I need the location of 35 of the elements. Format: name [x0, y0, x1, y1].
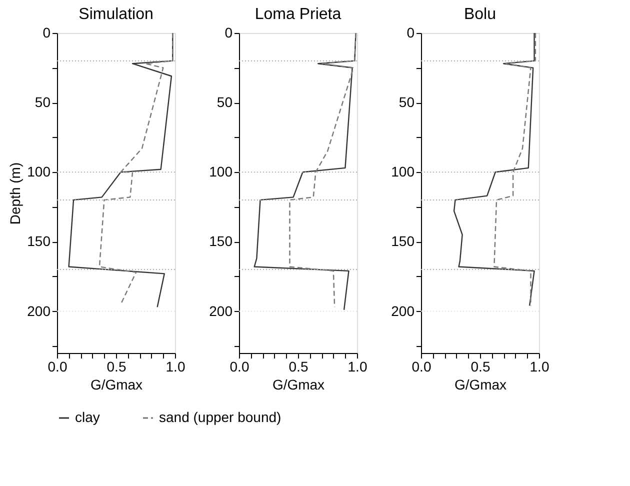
x-axis-title: G/Gmax	[90, 376, 143, 392]
x-tick-label: 1.0	[166, 358, 186, 374]
x-tick-label: 0.0	[412, 358, 432, 374]
y-tick-label: 100	[27, 164, 51, 180]
y-tick-label: 100	[391, 164, 415, 180]
y-tick-label: 50	[216, 94, 233, 110]
x-axis-title: G/Gmax	[272, 376, 325, 392]
line-series	[98, 32, 174, 305]
y-tick-label: 0	[406, 24, 415, 40]
x-tick-label: 0.0	[48, 358, 68, 374]
legend-label: clay	[75, 409, 100, 425]
x-tick-label: 0.0	[230, 358, 250, 374]
chart-title: Simulation	[78, 6, 154, 23]
y-tick-label: 0	[224, 24, 233, 40]
x-tick-label: 0.5	[470, 358, 490, 374]
y-axis-title: Depth (m)	[7, 162, 24, 225]
y-tick-label: 50	[34, 94, 51, 110]
line-series	[453, 32, 535, 306]
y-tick-label: 200	[209, 302, 233, 319]
x-tick-label: 0.5	[106, 358, 126, 374]
x-axis-title: G/Gmax	[454, 376, 507, 392]
x-tick-label: 1.0	[530, 358, 550, 374]
chart-title: Loma Prieta	[254, 6, 342, 23]
x-tick-label: 0.5	[288, 358, 308, 374]
y-tick-label: 0	[42, 24, 51, 40]
y-tick-label: 50	[398, 94, 415, 110]
chart-title: Bolu	[464, 6, 496, 23]
y-tick-label: 150	[391, 233, 415, 250]
y-tick-label: 150	[209, 233, 233, 250]
y-tick-label: 150	[27, 233, 51, 250]
legend-label: sand (upper bound)	[159, 409, 282, 425]
y-tick-label: 200	[391, 302, 415, 319]
y-tick-label: 200	[27, 302, 51, 319]
y-tick-label: 100	[209, 164, 233, 180]
x-tick-label: 1.0	[348, 358, 368, 374]
